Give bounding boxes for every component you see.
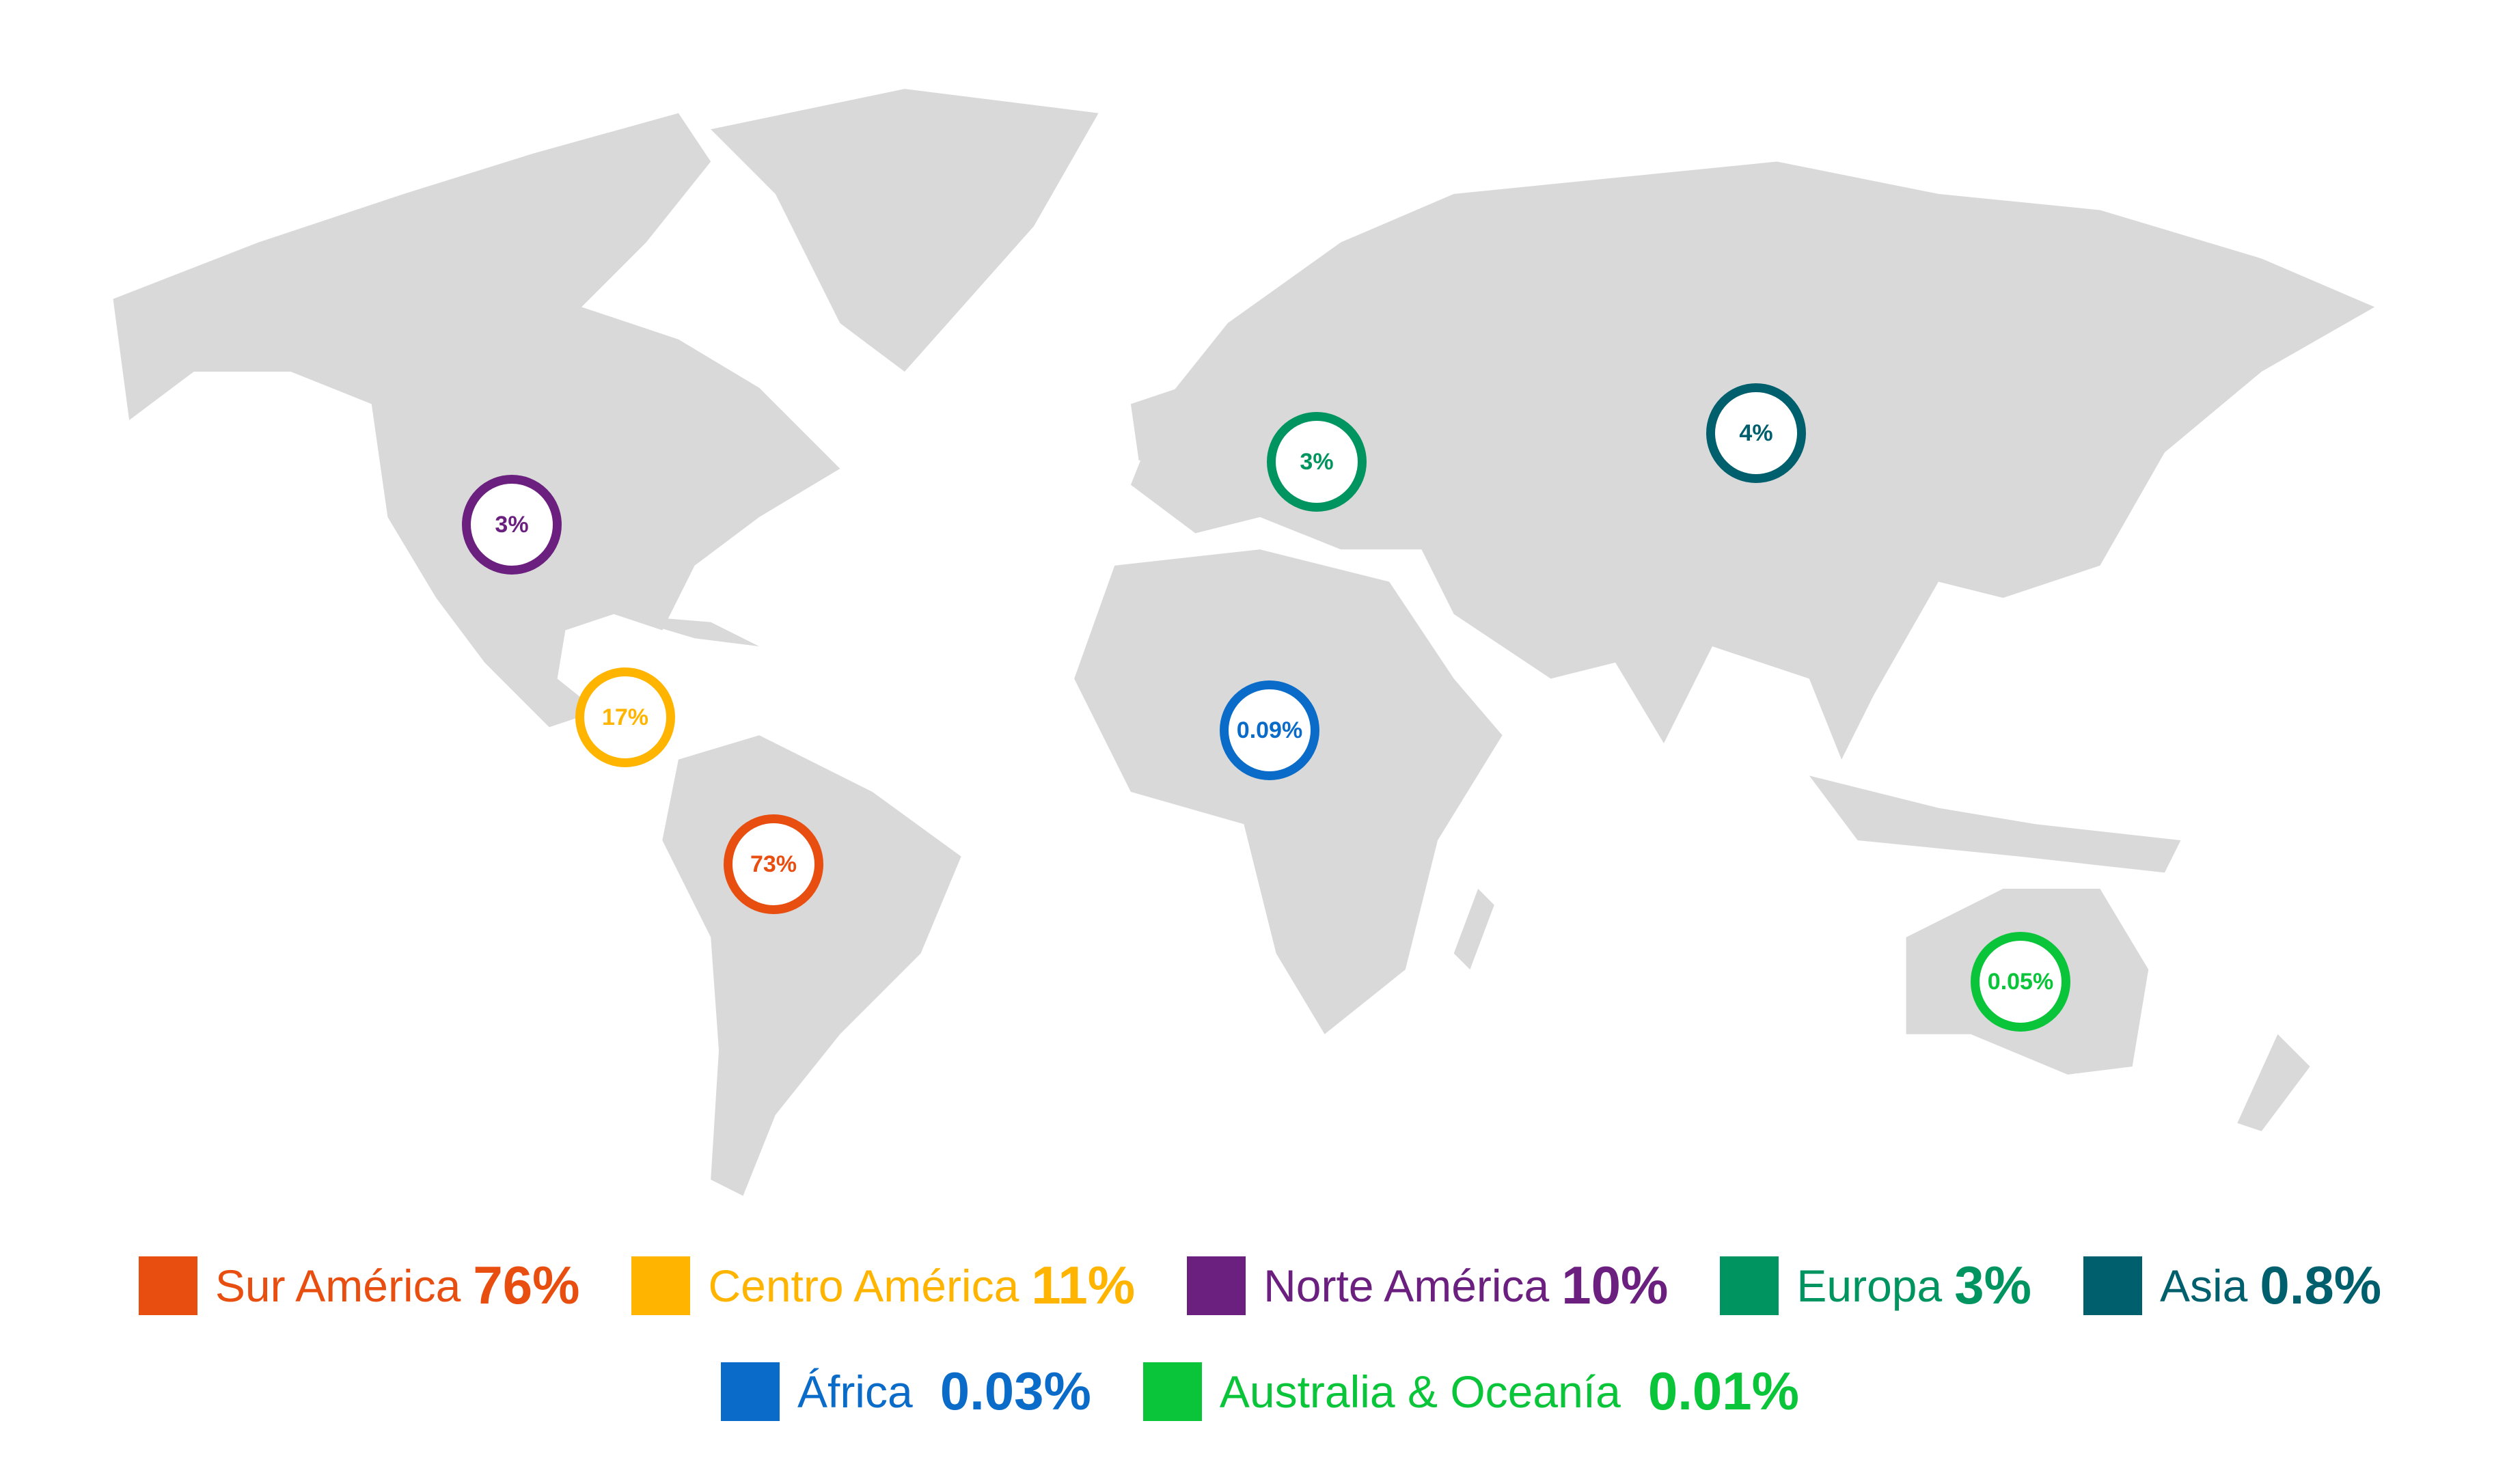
legend-swatch: [2083, 1256, 2142, 1315]
legend-value: 0.01%: [1647, 1361, 1800, 1421]
madagascar-land: [1453, 888, 1494, 970]
legend-swatch: [1187, 1256, 1246, 1315]
legend-value: 0.8%: [2260, 1255, 2382, 1315]
marker-asia: 4%: [1706, 383, 1806, 483]
south-america-land: [662, 735, 961, 1196]
legend-label: Sur América: [215, 1260, 461, 1311]
legend-value: 10%: [1561, 1255, 1669, 1315]
new-zealand-land: [2237, 1034, 2310, 1131]
legend-label: Centro América: [708, 1260, 1019, 1311]
legend-row-2: África 0.03% Australia & Oceanía 0.01%: [0, 1360, 2520, 1422]
legend-item-africa: África 0.03%: [720, 1360, 1091, 1422]
caribbean-land: [614, 614, 760, 647]
legend-label: Norte América: [1263, 1260, 1550, 1311]
legend-item-norte-america: Norte América 10%: [1187, 1254, 1668, 1317]
legend-item-europa: Europa 3%: [1720, 1254, 2031, 1317]
north-america-land: [113, 113, 840, 728]
legend-swatch: [1720, 1256, 1779, 1315]
africa-land: [1074, 549, 1503, 1034]
legend-value: 11%: [1031, 1255, 1136, 1315]
legend-label: Australia & Oceanía: [1219, 1366, 1621, 1417]
legend-value: 76%: [473, 1255, 580, 1315]
marker-australia-oceania: 0.05%: [1971, 932, 2070, 1032]
legend-label: África: [797, 1366, 913, 1417]
legend-swatch: [631, 1256, 691, 1315]
legend-item-centro-america: Centro América 11%: [631, 1254, 1135, 1317]
legend-item-australia-oceania: Australia & Oceanía 0.01%: [1142, 1360, 1800, 1422]
legend-item-sur-america: Sur América 76%: [138, 1254, 580, 1317]
legend-swatch: [1142, 1362, 1202, 1421]
legend-value: 0.03%: [940, 1361, 1091, 1421]
legend-value: 3%: [1954, 1255, 2031, 1315]
marker-centro-america: 17%: [575, 667, 675, 767]
legend-swatch: [138, 1256, 197, 1315]
marker-norte-america: 3%: [462, 475, 562, 575]
greenland-land: [711, 89, 1099, 372]
legend-label: Asia: [2159, 1260, 2248, 1311]
uk-land: [1130, 387, 1188, 461]
marker-africa: 0.09%: [1220, 680, 1319, 780]
marker-sur-america: 73%: [724, 814, 823, 914]
indonesia-land: [1809, 775, 2181, 873]
legend-row-1: Sur América 76% Centro América 11% Norte…: [0, 1254, 2520, 1317]
legend-swatch: [720, 1362, 780, 1421]
legend-item-asia: Asia 0.8%: [2083, 1254, 2381, 1317]
legend-label: Europa: [1796, 1260, 1943, 1311]
marker-europa: 3%: [1267, 412, 1367, 512]
japan-land: [2011, 404, 2100, 558]
world-map: [113, 89, 2375, 1196]
